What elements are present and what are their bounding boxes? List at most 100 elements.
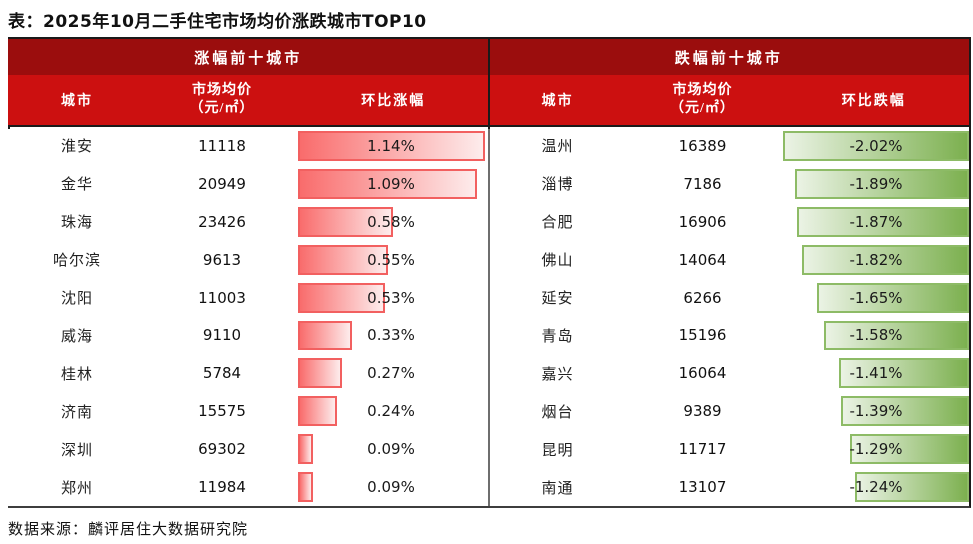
pct-bar-cell: 0.24%: [298, 392, 489, 430]
price-cell: 9389: [683, 402, 722, 421]
city-cell: 淄博: [541, 177, 574, 194]
pct-bar-cell: 0.55%: [298, 241, 489, 279]
pct-label: -1.65%: [849, 288, 903, 307]
rise-rows: 淮安 11118 1.14% 金华 20949 1.09% 珠海 23426 0.58% 哈尔滨 9…: [8, 127, 489, 506]
fall-table-half: 跌幅前十城市 城市 市场均价 （元/㎡） 环比跌幅 温州 16389 -2.02% 淄…: [488, 39, 969, 506]
table-row: 深圳 69302 0.09%: [8, 430, 489, 468]
table-row: 威海 9110 0.33%: [8, 317, 489, 355]
pct-bar-cell: 1.09%: [298, 165, 489, 203]
pct-bar-cell: 0.09%: [298, 430, 489, 468]
price-cell: 11717: [678, 440, 727, 459]
rise-column-headers: 城市 市场均价 （元/㎡） 环比涨幅: [8, 75, 489, 127]
rise-table-half: 涨幅前十城市 城市 市场均价 （元/㎡） 环比涨幅 淮安 11118 1.14% 金华…: [8, 39, 489, 506]
rise-bar: [298, 168, 477, 199]
price-cell: 9110: [202, 326, 242, 345]
table-row: 桂林 5784 0.27%: [8, 354, 489, 392]
pct-label: 0.55%: [367, 250, 415, 269]
pct-bar-cell: -1.41%: [779, 354, 969, 392]
table-row: 淄博 7186 -1.89%: [489, 165, 969, 203]
price-cell: 5784: [202, 364, 242, 383]
rise-bar: [298, 131, 486, 161]
pct-bar-cell: -1.87%: [779, 203, 969, 241]
rise-bar: [298, 206, 394, 237]
city-cell: 合肥: [541, 215, 574, 232]
price-cell: 11118: [198, 136, 246, 155]
pct-bar-cell: 1.14%: [298, 127, 489, 165]
price-cell: 7186: [683, 174, 722, 193]
pct-bar-cell: -1.89%: [779, 165, 969, 203]
fall-col-pct: 环比跌幅: [841, 94, 906, 109]
rise-bar: [298, 282, 386, 313]
table-row: 烟台 9389 -1.39%: [489, 392, 969, 430]
price-cell: 9613: [202, 250, 242, 269]
table-row: 青岛 15196 -1.58%: [489, 317, 969, 355]
fall-bar: [817, 282, 969, 313]
fall-col-price-line2: （元/㎡）: [670, 101, 735, 116]
fall-bar: [783, 131, 969, 161]
pct-bar-cell: 0.33%: [298, 317, 489, 355]
table-title: 表：2025年10月二手住宅市场均价涨跌城市TOP10: [8, 12, 427, 32]
price-cell: 11003: [198, 288, 246, 307]
rise-bar: [298, 320, 353, 351]
pct-label: -1.89%: [849, 174, 903, 193]
fall-bar: [823, 320, 969, 351]
city-cell: 延安: [541, 291, 574, 308]
price-cell: 20949: [198, 174, 246, 193]
rise-section-title: 涨幅前十城市: [8, 39, 489, 75]
data-source-note: 数据来源：麟评居住大数据研究院: [8, 522, 249, 538]
table-row: 郑州 11984 0.09%: [8, 468, 489, 506]
rise-col-city: 城市: [61, 94, 93, 109]
fall-bar: [839, 358, 969, 389]
fall-bar: [796, 206, 969, 237]
pct-bar-cell: 0.58%: [298, 203, 489, 241]
price-change-table: 涨幅前十城市 城市 市场均价 （元/㎡） 环比涨幅 淮安 11118 1.14% 金华…: [8, 37, 971, 508]
fall-column-headers: 城市 市场均价 （元/㎡） 环比跌幅: [488, 75, 969, 127]
city-cell: 沈阳: [60, 291, 93, 308]
fall-bar: [850, 434, 969, 465]
rise-bar: [298, 396, 338, 427]
pct-bar-cell: -1.65%: [779, 279, 969, 317]
pct-label: 0.33%: [367, 326, 415, 345]
fall-bar: [841, 396, 969, 427]
price-cell: 13107: [678, 478, 727, 497]
pct-bar-cell: 0.53%: [298, 279, 489, 317]
fall-col-city: 城市: [541, 94, 574, 109]
city-cell: 青岛: [541, 328, 574, 345]
price-cell: 23426: [198, 212, 246, 231]
pct-label: 0.27%: [367, 364, 415, 383]
city-cell: 珠海: [60, 215, 93, 232]
pct-bar-cell: -1.39%: [779, 392, 969, 430]
pct-label: -1.39%: [849, 402, 903, 421]
table-row: 淮安 11118 1.14%: [8, 127, 489, 165]
rise-col-pct: 环比涨幅: [361, 94, 426, 109]
table-row: 嘉兴 16064 -1.41%: [489, 354, 969, 392]
city-cell: 威海: [60, 328, 93, 345]
fall-col-price: 市场均价 （元/㎡）: [627, 82, 779, 118]
city-cell: 深圳: [60, 442, 93, 459]
pct-bar-cell: -1.24%: [779, 468, 969, 506]
fall-section-title: 跌幅前十城市: [488, 39, 969, 75]
table-row: 沈阳 11003 0.53%: [8, 279, 489, 317]
pct-label: -1.82%: [849, 250, 903, 269]
pct-label: -1.58%: [849, 326, 903, 345]
fall-bar: [795, 168, 969, 199]
fall-bar: [854, 472, 969, 503]
pct-label: -1.29%: [849, 440, 903, 459]
price-cell: 16064: [678, 364, 727, 383]
city-cell: 佛山: [541, 253, 574, 270]
table-row: 佛山 14064 -1.82%: [489, 241, 969, 279]
table-row: 金华 20949 1.09%: [8, 165, 489, 203]
price-cell: 6266: [683, 288, 722, 307]
center-divider-header: [487, 39, 490, 129]
rise-col-price: 市场均价 （元/㎡）: [146, 82, 298, 118]
price-cell: 69302: [198, 440, 246, 459]
price-cell: 11984: [198, 478, 246, 497]
pct-label: 0.09%: [367, 478, 415, 497]
pct-label: -1.87%: [849, 212, 903, 231]
table-row: 延安 6266 -1.65%: [489, 279, 969, 317]
rise-col-price-line2: （元/㎡）: [189, 101, 255, 116]
fall-bar: [801, 244, 969, 275]
city-cell: 淮安: [60, 139, 93, 156]
pct-bar-cell: 0.09%: [298, 468, 489, 506]
